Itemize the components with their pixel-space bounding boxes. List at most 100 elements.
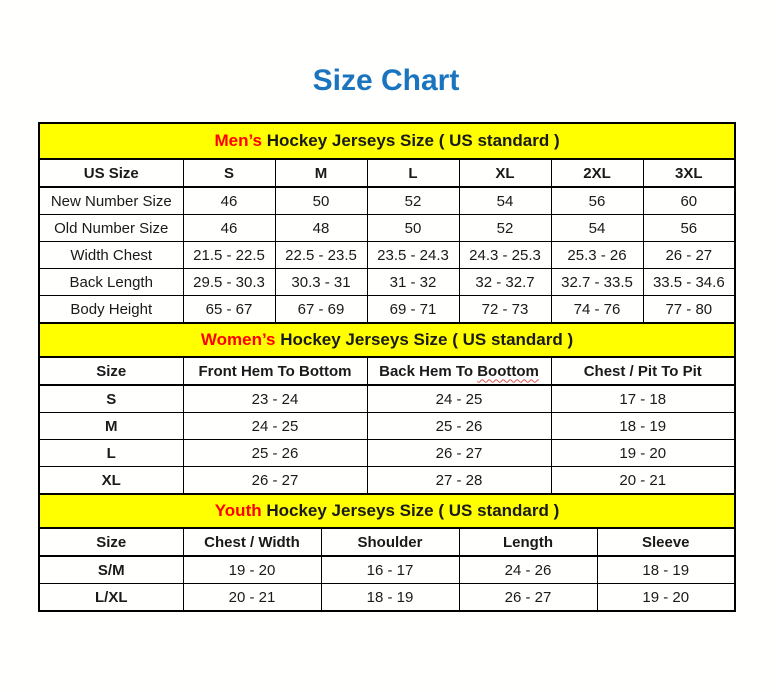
table-row: Back Length 29.5 - 30.3 30.3 - 31 31 - 3… (38, 268, 736, 296)
mens-size-table: Men’s Hockey Jerseys Size ( US standard … (38, 122, 737, 324)
table-row: S/M 19 - 20 16 - 17 24 - 26 18 - 19 (38, 555, 736, 584)
youth-section-title: Youth Hockey Jerseys Size ( US standard … (38, 493, 736, 529)
womens-col-header-size: Size (38, 356, 184, 386)
cell: 32 - 32.7 (458, 268, 552, 296)
cell: 23.5 - 24.3 (366, 241, 460, 269)
cell: 74 - 76 (550, 295, 644, 324)
cell: 22.5 - 23.5 (274, 241, 368, 269)
cell: 25 - 26 (366, 412, 552, 440)
womens-column-header-row: Size Front Hem To Bottom Back Hem To Boo… (38, 356, 736, 386)
cell: 18 - 19 (550, 412, 736, 440)
mens-section-title: Men’s Hockey Jerseys Size ( US standard … (38, 122, 736, 160)
cell: 21.5 - 22.5 (182, 241, 276, 269)
youth-section-header: Youth Hockey Jerseys Size ( US standard … (38, 493, 736, 529)
cell: 52 (366, 186, 460, 215)
row-label: L (38, 439, 184, 467)
womens-section-header: Women’s Hockey Jerseys Size ( US standar… (38, 322, 736, 358)
mens-col-header-3xl: 3XL (642, 158, 736, 188)
womens-col-header-front-hem: Front Hem To Bottom (182, 356, 368, 386)
cell: 24 - 26 (458, 555, 598, 584)
table-row: M 24 - 25 25 - 26 18 - 19 (38, 412, 736, 440)
cell: 20 - 21 (182, 583, 322, 612)
mens-col-header-xl: XL (458, 158, 552, 188)
mens-section-title-accent: Men’s (214, 131, 262, 150)
mens-section-title-rest: Hockey Jerseys Size ( US standard ) (262, 131, 560, 150)
womens-size-table: Women’s Hockey Jerseys Size ( US standar… (38, 322, 737, 495)
cell: 33.5 - 34.6 (642, 268, 736, 296)
table-row: S 23 - 24 24 - 25 17 - 18 (38, 384, 736, 413)
cell: 56 (642, 214, 736, 242)
row-label: S (38, 384, 184, 413)
cell: 60 (642, 186, 736, 215)
womens-section-title: Women’s Hockey Jerseys Size ( US standar… (38, 322, 736, 358)
cell: 25 - 26 (182, 439, 368, 467)
womens-col-header-chest: Chest / Pit To Pit (550, 356, 736, 386)
cell: 27 - 28 (366, 466, 552, 495)
mens-col-header-m: M (274, 158, 368, 188)
table-row: Width Chest 21.5 - 22.5 22.5 - 23.5 23.5… (38, 241, 736, 269)
table-row: New Number Size 46 50 52 54 56 60 (38, 186, 736, 215)
cell: 77 - 80 (642, 295, 736, 324)
youth-col-header-sleeve: Sleeve (596, 527, 736, 557)
cell: 23 - 24 (182, 384, 368, 413)
cell: 67 - 69 (274, 295, 368, 324)
size-tables: Men’s Hockey Jerseys Size ( US standard … (38, 122, 737, 612)
mens-col-header-l: L (366, 158, 460, 188)
cell: 54 (458, 186, 552, 215)
cell: 26 - 27 (458, 583, 598, 612)
row-label: M (38, 412, 184, 440)
youth-col-header-chest-width: Chest / Width (182, 527, 322, 557)
cell: 20 - 21 (550, 466, 736, 495)
cell: 24 - 25 (366, 384, 552, 413)
cell: 24.3 - 25.3 (458, 241, 552, 269)
youth-col-header-length: Length (458, 527, 598, 557)
cell: 19 - 20 (550, 439, 736, 467)
cell: 46 (182, 214, 276, 242)
youth-section-title-accent: Youth (214, 501, 262, 520)
womens-section-title-accent: Women’s (200, 330, 276, 349)
row-label: S/M (38, 555, 184, 584)
table-row: Old Number Size 46 48 50 52 54 56 (38, 214, 736, 242)
cell: 25.3 - 26 (550, 241, 644, 269)
cell: 72 - 73 (458, 295, 552, 324)
row-label: L/XL (38, 583, 184, 612)
cell: 26 - 27 (366, 439, 552, 467)
womens-section-title-rest: Hockey Jerseys Size ( US standard ) (275, 330, 574, 349)
row-label: Old Number Size (38, 214, 184, 242)
row-label: Width Chest (38, 241, 184, 269)
youth-size-table: Youth Hockey Jerseys Size ( US standard … (38, 493, 736, 612)
row-label: XL (38, 466, 184, 495)
cell: 46 (182, 186, 276, 215)
cell: 19 - 20 (596, 583, 736, 612)
back-hem-prefix: Back Hem To (379, 362, 478, 380)
cell: 18 - 19 (320, 583, 460, 612)
cell: 65 - 67 (182, 295, 276, 324)
cell: 31 - 32 (366, 268, 460, 296)
womens-col-header-back-hem: Back Hem To Boottom (366, 356, 552, 386)
page-title: Size Chart (312, 64, 460, 97)
cell: 50 (274, 186, 368, 215)
misspelled-word: Boottom (477, 362, 539, 380)
cell: 18 - 19 (596, 555, 736, 584)
cell: 30.3 - 31 (274, 268, 368, 296)
cell: 17 - 18 (550, 384, 736, 413)
cell: 69 - 71 (366, 295, 460, 324)
mens-col-header-2xl: 2XL (550, 158, 644, 188)
cell: 52 (458, 214, 552, 242)
cell: 54 (550, 214, 644, 242)
cell: 16 - 17 (320, 555, 460, 584)
youth-column-header-row: Size Chest / Width Shoulder Length Sleev… (38, 527, 736, 557)
mens-section-header: Men’s Hockey Jerseys Size ( US standard … (38, 122, 736, 160)
mens-col-header-s: S (182, 158, 276, 188)
cell: 19 - 20 (182, 555, 322, 584)
mens-column-header-row: US Size S M L XL 2XL 3XL (38, 158, 736, 188)
cell: 32.7 - 33.5 (550, 268, 644, 296)
table-row: XL 26 - 27 27 - 28 20 - 21 (38, 466, 736, 495)
youth-col-header-shoulder: Shoulder (320, 527, 460, 557)
cell: 29.5 - 30.3 (182, 268, 276, 296)
row-label: Back Length (38, 268, 184, 296)
table-row: Body Height 65 - 67 67 - 69 69 - 71 72 -… (38, 295, 736, 324)
cell: 24 - 25 (182, 412, 368, 440)
youth-section-title-rest: Hockey Jerseys Size ( US standard ) (261, 501, 560, 520)
